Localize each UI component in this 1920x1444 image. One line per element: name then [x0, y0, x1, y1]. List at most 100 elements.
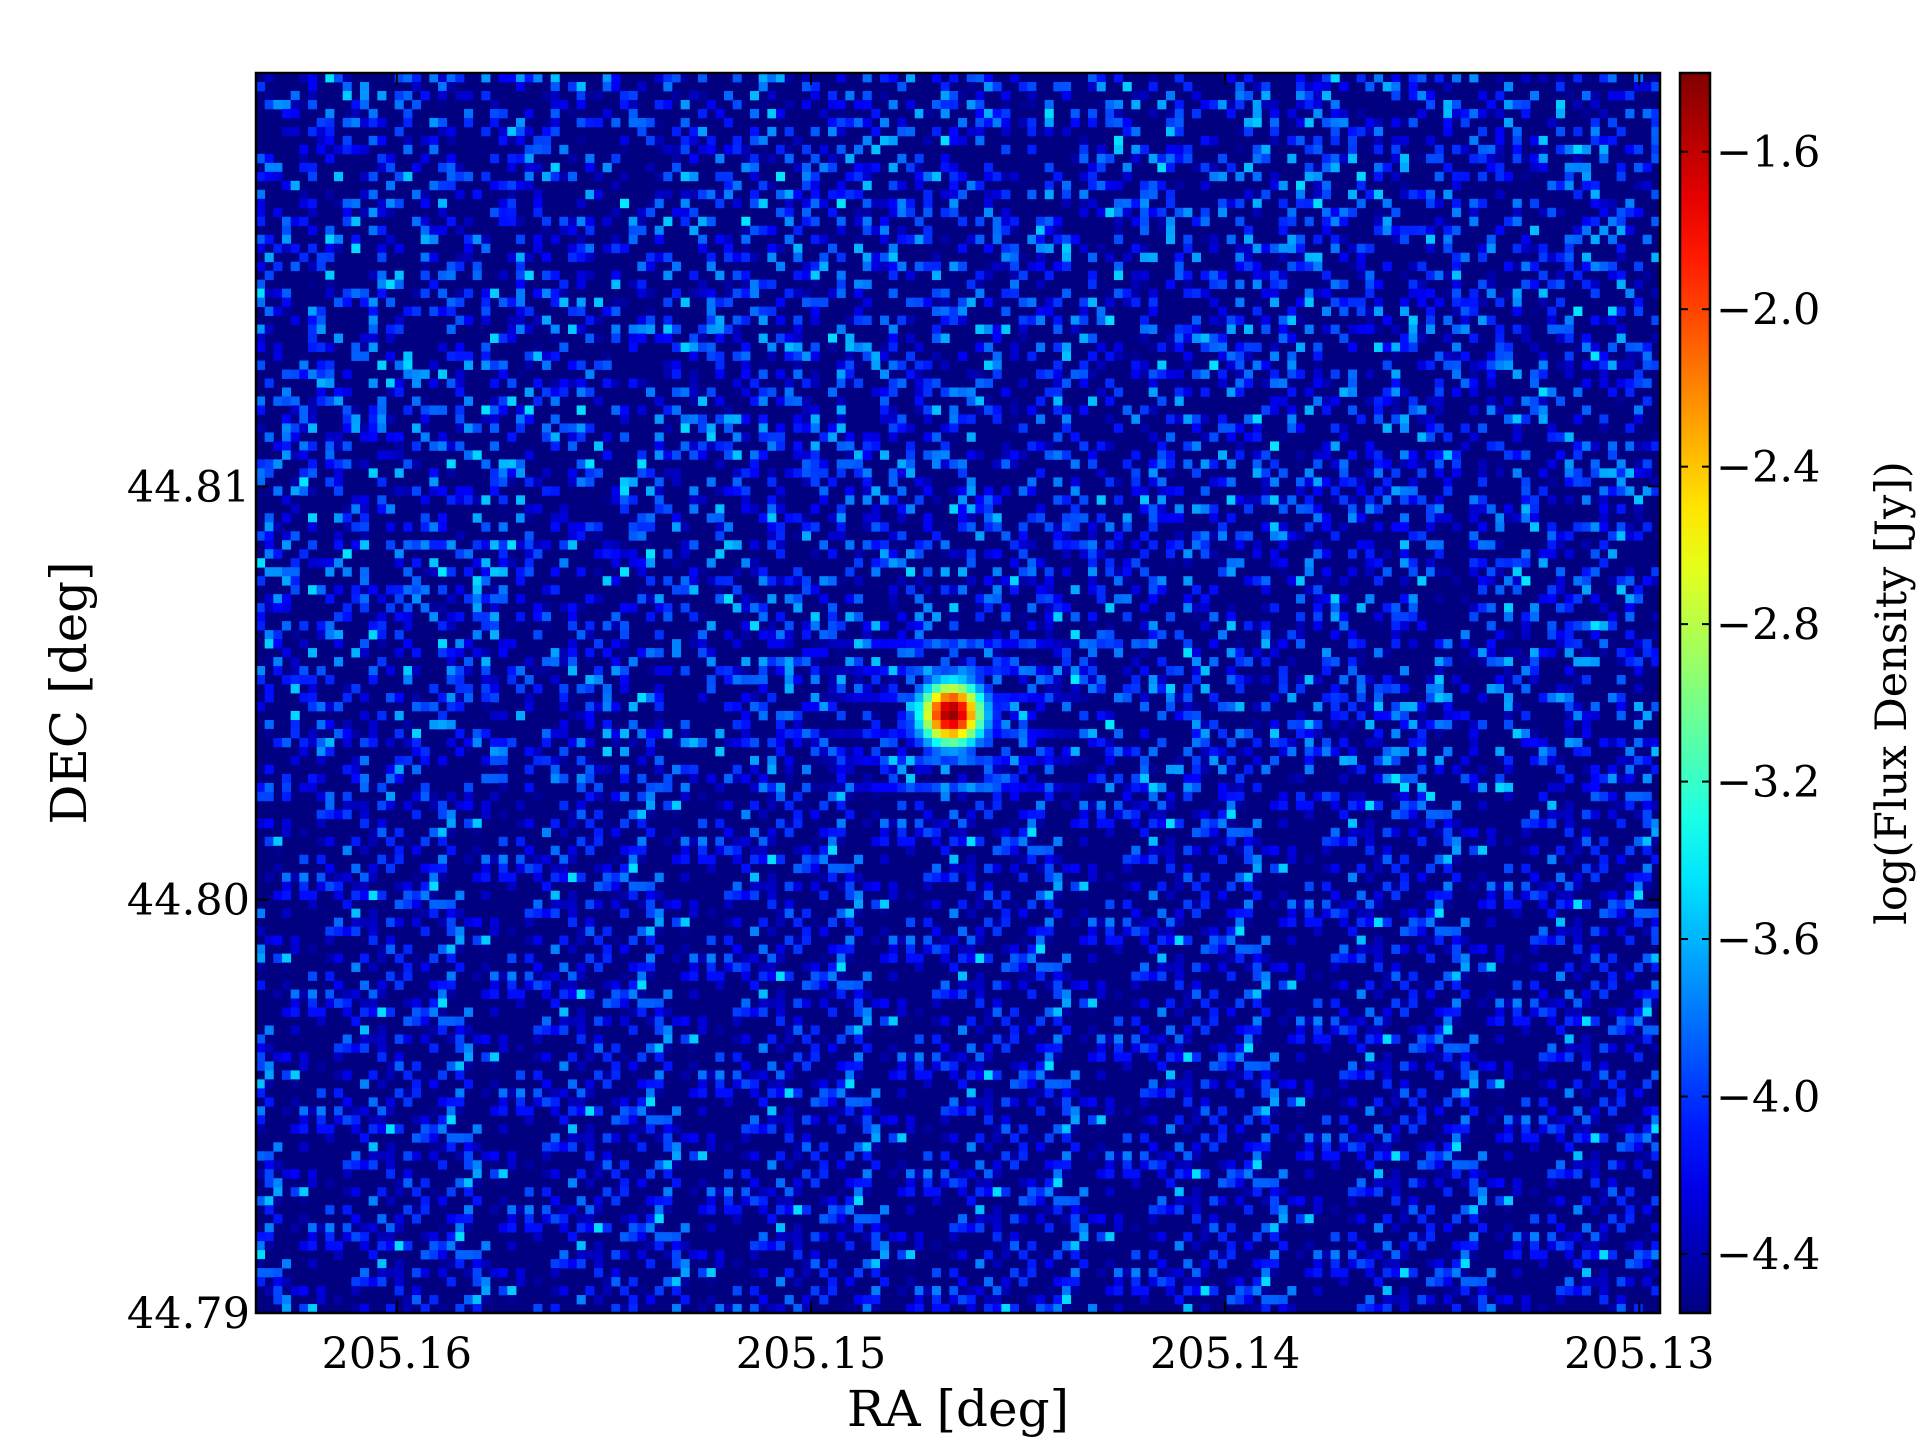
heatmap-cell	[446, 81, 456, 92]
heatmap-cell	[351, 648, 361, 658]
heatmap-cell	[1564, 477, 1574, 487]
heatmap-cell	[1062, 513, 1072, 523]
heatmap-cell	[1183, 144, 1193, 155]
heatmap-cell	[594, 189, 604, 200]
heatmap-cell	[325, 594, 335, 604]
heatmap-cell	[1070, 513, 1080, 523]
heatmap-cell	[862, 252, 872, 263]
heatmap-cell	[672, 513, 682, 523]
heatmap-cell	[784, 153, 794, 164]
heatmap-cell	[1053, 639, 1063, 649]
heatmap-cell	[516, 252, 526, 263]
heatmap-cell	[1252, 495, 1262, 505]
heatmap-cell	[455, 549, 465, 559]
heatmap-cell	[958, 261, 968, 272]
heatmap-cell	[1564, 180, 1574, 191]
heatmap-cell	[1270, 639, 1280, 649]
heatmap-cell	[1261, 315, 1271, 325]
heatmap-cell	[1313, 144, 1323, 155]
heatmap-cell	[386, 585, 396, 595]
heatmap-cell	[1391, 81, 1401, 92]
heatmap-cell	[949, 675, 959, 685]
heatmap-cell	[654, 396, 664, 406]
heatmap-cell	[984, 693, 994, 703]
heatmap-cell	[1096, 513, 1106, 523]
heatmap-cell	[1148, 540, 1158, 550]
heatmap-cell	[264, 324, 274, 334]
heatmap-cell	[1296, 369, 1306, 379]
heatmap-cell	[836, 504, 846, 514]
heatmap-cell	[1287, 306, 1297, 317]
heatmap-cell	[1348, 495, 1358, 505]
heatmap-cell	[481, 73, 491, 83]
heatmap-cell	[290, 261, 300, 272]
heatmap-cell	[1200, 270, 1210, 281]
heatmap-cell	[568, 710, 578, 721]
heatmap-cell	[802, 728, 812, 739]
heatmap-cell	[1634, 459, 1644, 469]
heatmap-cell	[689, 288, 699, 299]
heatmap-cell	[377, 270, 387, 281]
heatmap-cell	[550, 414, 560, 424]
heatmap-cell	[368, 306, 378, 317]
heatmap-cell	[1582, 621, 1592, 631]
heatmap-cell	[1452, 522, 1462, 532]
heatmap-cell	[715, 234, 725, 245]
heatmap-cell	[689, 378, 699, 388]
heatmap-cell	[1304, 90, 1314, 101]
heatmap-cell	[1027, 477, 1037, 487]
heatmap-cell	[1634, 378, 1644, 388]
heatmap-cell	[429, 612, 439, 622]
heatmap-cell	[966, 693, 976, 703]
heatmap-cell	[568, 621, 578, 631]
heatmap-cell	[1270, 522, 1280, 532]
heatmap-cell	[1486, 360, 1496, 370]
heatmap-cell	[1200, 728, 1210, 739]
heatmap-cell	[628, 603, 638, 613]
heatmap-cell	[1322, 549, 1332, 559]
heatmap-cell	[412, 396, 422, 406]
heatmap-cell	[663, 73, 673, 83]
heatmap-cell	[871, 432, 881, 442]
heatmap-cell	[351, 117, 361, 128]
heatmap-cell	[1287, 657, 1297, 667]
heatmap-cell	[507, 378, 517, 388]
heatmap-cell	[1434, 504, 1444, 514]
heatmap-cell	[1469, 746, 1479, 757]
heatmap-cell	[897, 225, 907, 236]
heatmap-cell	[862, 432, 872, 442]
heatmap-cell	[940, 728, 950, 739]
heatmap-cell	[1408, 225, 1418, 236]
heatmap-cell	[1400, 612, 1410, 622]
heatmap-cell	[1140, 549, 1150, 559]
heatmap-cell	[368, 117, 378, 128]
heatmap-cell	[1122, 252, 1132, 263]
heatmap-cell	[1443, 99, 1453, 110]
heatmap-cell	[481, 288, 491, 299]
heatmap-cell	[1062, 666, 1072, 676]
heatmap-cell	[1027, 639, 1037, 649]
heatmap-cell	[1304, 324, 1314, 334]
heatmap-cell	[888, 737, 898, 748]
heatmap-cell	[1313, 135, 1323, 146]
heatmap-cell	[498, 710, 508, 721]
heatmap-cell	[654, 630, 664, 640]
heatmap-cell	[984, 737, 994, 748]
heatmap-cell	[1330, 710, 1340, 721]
heatmap-cell	[1348, 387, 1358, 397]
heatmap-cell	[1270, 558, 1280, 568]
heatmap-cell	[559, 513, 569, 523]
heatmap-cell	[1400, 333, 1410, 343]
heatmap-cell	[828, 342, 838, 352]
heatmap-cell	[620, 567, 630, 577]
heatmap-cell	[1157, 360, 1167, 370]
heatmap-cell	[906, 504, 916, 514]
heatmap-cell	[1140, 693, 1150, 703]
heatmap-cell	[975, 279, 985, 290]
heatmap-cell	[1547, 207, 1557, 218]
heatmap-cell	[1296, 459, 1306, 469]
heatmap-cell	[949, 504, 959, 514]
heatmap-cell	[412, 189, 422, 200]
heatmap-cell	[368, 630, 378, 640]
heatmap-cell	[836, 126, 846, 137]
